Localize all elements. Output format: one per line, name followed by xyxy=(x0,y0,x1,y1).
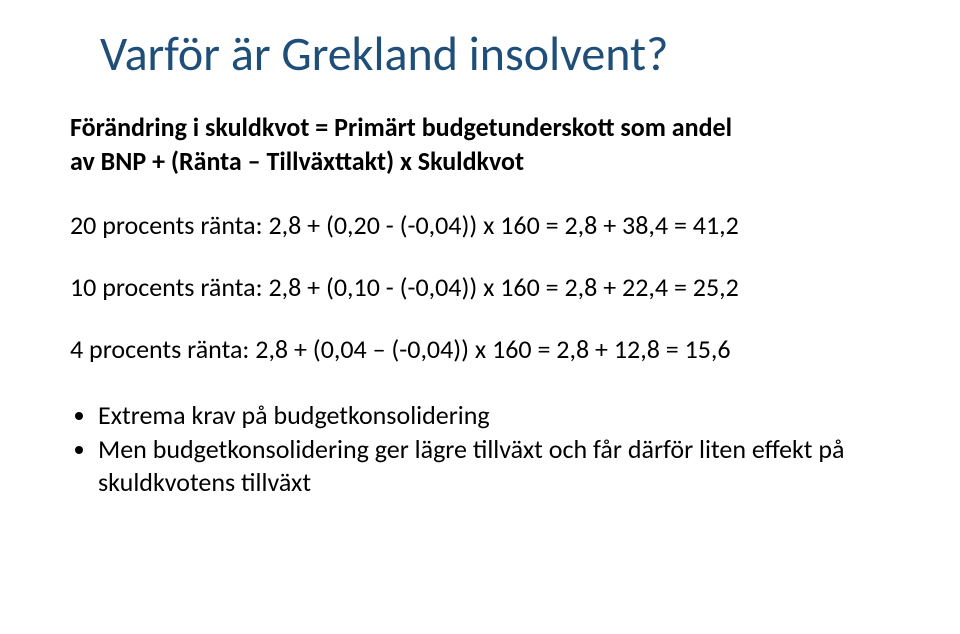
page-title: Varför är Grekland insolvent? xyxy=(70,24,890,83)
calc-10pct: 10 procents ränta: 2,8 + (0,10 - (-0,04)… xyxy=(70,271,890,303)
slide: Varför är Grekland insolvent? Förändring… xyxy=(0,0,960,634)
formula-line-2: av BNP + (Ränta – Tillväxttakt) x Skuldk… xyxy=(70,145,890,179)
calc-20pct: 20 procents ränta: 2,8 + (0,20 - (-0,04)… xyxy=(70,209,890,241)
formula-block: Förändring i skuldkvot = Primärt budgetu… xyxy=(70,111,890,179)
calc-4pct: 4 procents ränta: 2,8 + (0,04 – (-0,04))… xyxy=(70,333,890,365)
bullet-item-1: Extrema krav på budgetkonsolidering xyxy=(98,399,890,432)
bullet-item-2: Men budgetkonsolidering ger lägre tillvä… xyxy=(98,433,890,498)
bullet-list: Extrema krav på budgetkonsolidering Men … xyxy=(70,399,890,501)
formula-line-1: Förändring i skuldkvot = Primärt budgetu… xyxy=(70,111,890,145)
